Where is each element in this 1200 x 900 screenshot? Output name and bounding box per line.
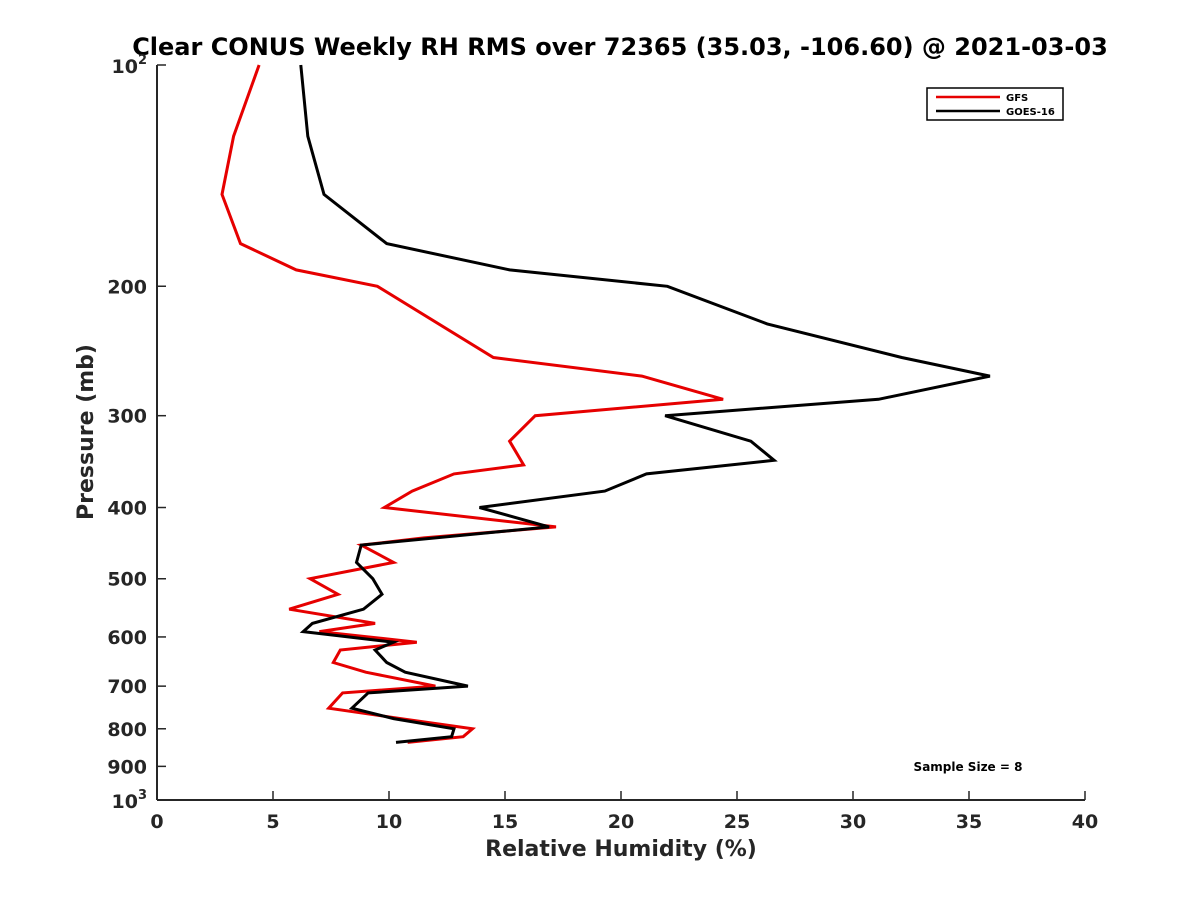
- y-axis-label: Pressure (mb): [74, 344, 99, 520]
- x-tick-label: 25: [724, 811, 750, 833]
- x-tick-label: 0: [150, 811, 163, 833]
- y-tick-label: 300: [107, 406, 147, 428]
- y-ticks: 200 300 400 500 600 700 800 900 102 103: [107, 53, 166, 813]
- x-tick-label: 35: [956, 811, 982, 833]
- y-tick-label-power: 102: [112, 53, 148, 78]
- x-tick-label: 10: [376, 811, 402, 833]
- legend: GFS GOES-16: [926, 87, 1064, 121]
- legend-label-gfs: GFS: [1006, 93, 1028, 104]
- y-tick-label: 400: [107, 498, 147, 520]
- x-tick-label: 20: [608, 811, 634, 833]
- y-tick-label: 700: [107, 676, 147, 698]
- y-tick-label: 200: [107, 276, 147, 298]
- x-axis-label: Relative Humidity (%): [485, 837, 757, 862]
- x-ticks: 0 5 10 15 20 25 30 35 40: [150, 791, 1098, 833]
- legend-box: [926, 87, 1064, 121]
- sample-size-annotation: Sample Size = 8: [914, 760, 1023, 774]
- y-tick-label-power: 103: [112, 788, 148, 813]
- plot-area: [220, 64, 991, 744]
- y-tick-label: 600: [107, 627, 147, 649]
- y-tick-label: 500: [107, 569, 147, 591]
- chart-title: Clear CONUS Weekly RH RMS over 72365 (35…: [132, 33, 1108, 61]
- x-tick-label: 5: [266, 811, 279, 833]
- x-tick-label: 40: [1072, 811, 1098, 833]
- y-tick-label: 900: [107, 756, 147, 778]
- legend-label-goes-16: GOES-16: [1006, 107, 1055, 118]
- series-line-goes-16: [299, 64, 991, 744]
- x-tick-label: 15: [492, 811, 518, 833]
- y-tick-label: 800: [107, 719, 147, 741]
- x-tick-label: 30: [840, 811, 866, 833]
